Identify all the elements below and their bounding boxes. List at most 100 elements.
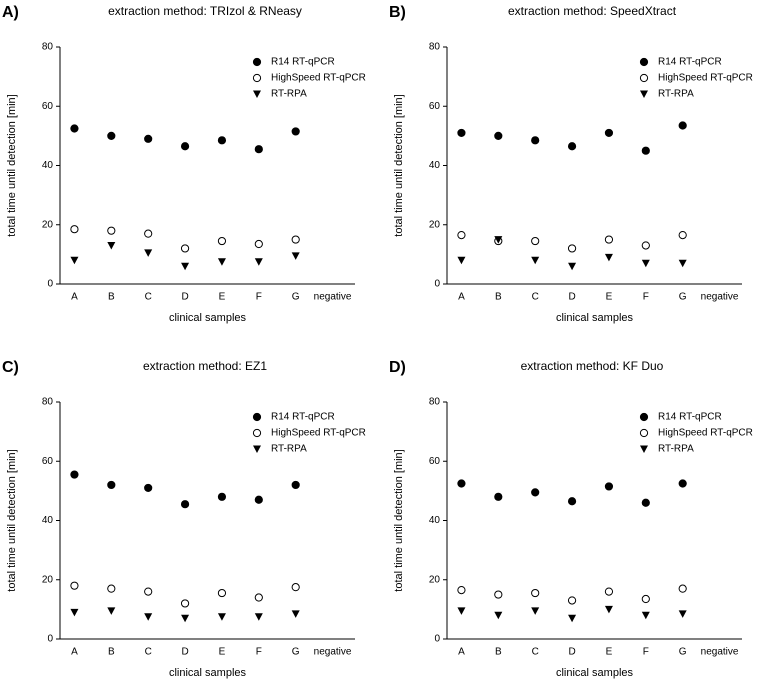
x-tick-label: E	[219, 647, 226, 658]
x-tick-label: A	[458, 292, 465, 303]
point	[457, 128, 466, 138]
point	[604, 482, 614, 491]
point	[567, 596, 577, 605]
legend-label: HighSpeed RT-qPCR	[658, 428, 753, 439]
x-tick-label: negative	[701, 292, 739, 303]
x-tick-label: A	[458, 647, 465, 658]
point	[70, 124, 79, 133]
y-tick-label: 60	[429, 101, 441, 112]
y-tick-label: 40	[42, 160, 54, 171]
x-tick-label: negative	[701, 647, 739, 658]
point	[641, 611, 650, 620]
legend-marker	[640, 90, 648, 98]
y-axis-label: total time until detection [min]	[6, 449, 18, 591]
point	[641, 594, 650, 604]
point	[217, 136, 227, 145]
y-tick-label: 0	[47, 634, 53, 645]
y-tick-label: 60	[42, 101, 54, 112]
x-tick-label: G	[292, 647, 300, 658]
point	[494, 590, 503, 599]
chart-title: extraction method: EZ1	[143, 359, 267, 373]
point	[291, 252, 300, 260]
x-tick-label: C	[145, 292, 152, 303]
x-tick-label: F	[643, 292, 649, 303]
y-tick-label: 0	[47, 279, 53, 290]
point	[567, 497, 577, 506]
y-tick-label: 40	[42, 515, 54, 526]
point	[144, 134, 153, 143]
x-tick-label: D	[181, 647, 188, 658]
y-tick-label: 20	[42, 574, 54, 585]
x-tick-label: A	[71, 647, 78, 658]
panel-label: B)	[389, 4, 406, 21]
x-tick-label: B	[495, 292, 502, 303]
point	[144, 587, 153, 596]
point	[107, 226, 116, 235]
x-tick-label: C	[532, 292, 539, 303]
point	[254, 613, 263, 621]
point	[568, 262, 577, 271]
y-tick-label: 80	[429, 42, 441, 53]
point	[180, 244, 190, 253]
y-tick-label: 60	[429, 456, 441, 467]
x-axis-label: clinical samples	[169, 667, 247, 679]
point	[254, 239, 263, 249]
point	[70, 470, 79, 479]
chart-title: extraction method: SpeedXtract	[508, 4, 677, 18]
y-tick-label: 60	[42, 456, 54, 467]
point	[678, 584, 687, 593]
point	[641, 498, 650, 507]
point	[457, 231, 466, 240]
y-tick-label: 40	[429, 515, 441, 526]
legend-label: R14 RT-qPCR	[658, 57, 722, 68]
y-axis-label: total time until detection [min]	[6, 94, 18, 236]
x-tick-label: G	[679, 647, 687, 658]
point	[144, 483, 153, 493]
point	[641, 241, 650, 250]
point	[144, 613, 153, 621]
point	[291, 235, 300, 244]
point	[457, 479, 466, 488]
panel-label: A)	[2, 4, 19, 21]
point	[531, 588, 540, 598]
point	[70, 256, 79, 265]
legend-marker	[252, 73, 262, 83]
panel: B) extraction method: SpeedXtract total ti…	[389, 4, 753, 324]
point	[291, 480, 300, 490]
point	[604, 235, 614, 244]
point	[180, 500, 190, 509]
point	[678, 479, 687, 488]
point	[107, 480, 116, 490]
panel-label: C)	[2, 359, 19, 376]
point	[604, 253, 613, 262]
legend-label: R14 RT-qPCR	[271, 57, 335, 68]
point	[457, 586, 466, 595]
point	[107, 131, 116, 140]
point	[70, 581, 79, 590]
x-axis-label: clinical samples	[169, 312, 247, 324]
point	[531, 136, 540, 145]
panel-label: D)	[389, 359, 406, 376]
y-tick-label: 80	[42, 42, 54, 53]
legend-marker	[639, 57, 649, 67]
point	[70, 225, 79, 234]
point	[457, 256, 466, 265]
point	[494, 611, 503, 620]
y-tick-label: 20	[42, 219, 54, 230]
x-tick-label: F	[643, 647, 649, 658]
legend-marker	[639, 412, 649, 422]
point	[291, 610, 300, 618]
y-tick-label: 80	[42, 397, 54, 408]
point	[641, 259, 650, 268]
legend-marker	[252, 428, 262, 438]
panel: A) extraction method: TRIzol & RNeasy tota…	[2, 4, 366, 324]
y-tick-label: 80	[429, 397, 441, 408]
point	[604, 587, 614, 596]
point	[531, 488, 540, 497]
point	[604, 605, 613, 614]
point	[180, 142, 190, 151]
x-tick-label: F	[256, 292, 262, 303]
point	[254, 258, 263, 266]
legend-label: RT-RPA	[271, 89, 307, 100]
